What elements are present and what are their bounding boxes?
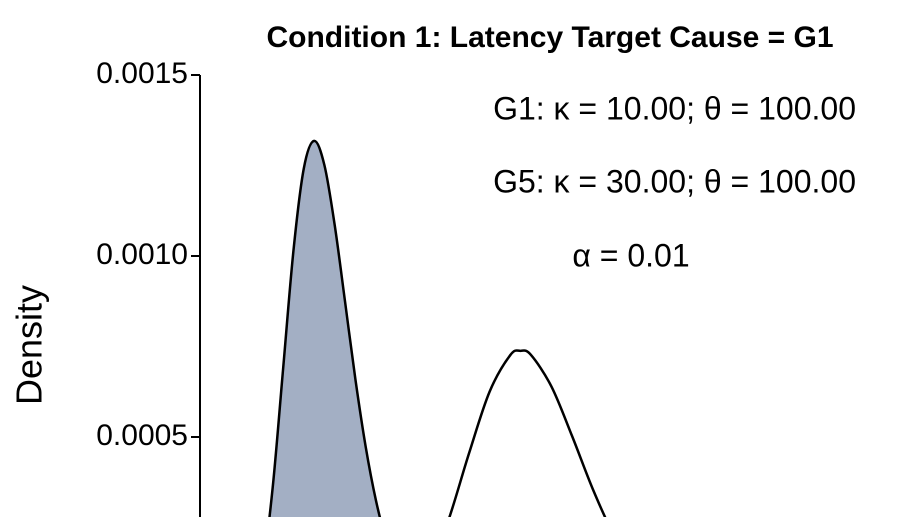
annotation: G1: κ = 10.00; θ = 100.00 [493,90,856,126]
density-curve [268,139,382,517]
annotation: α = 0.01 [572,237,689,273]
density-curve [448,349,607,517]
annotation: G5: κ = 30.00; θ = 100.00 [493,163,856,199]
y-tick-label: 0.0015 [96,57,188,90]
chart-title: Condition 1: Latency Target Cause = G1 [266,21,833,54]
y-axis-label: Density [9,285,50,405]
y-tick-label: 0.0005 [96,419,188,452]
y-tick-label: 0.0010 [96,238,188,271]
